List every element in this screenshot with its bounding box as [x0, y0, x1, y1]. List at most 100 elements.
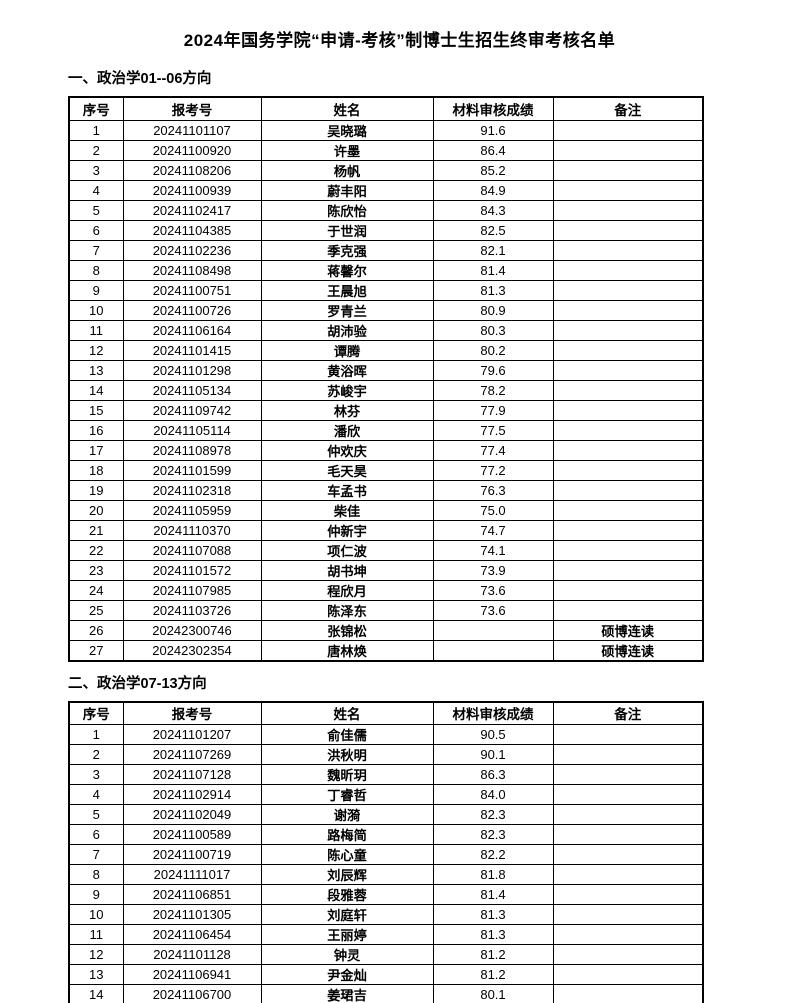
- table-row: 6 20241100589 路梅简 82.3: [68, 824, 704, 845]
- cell-score: 86.3: [432, 764, 554, 785]
- cell-note: 硕博连读: [552, 619, 704, 641]
- cell-application-id: 20241101207: [122, 724, 262, 745]
- cell-score: 81.4: [432, 884, 554, 905]
- header-score: 材料审核成绩: [432, 96, 554, 121]
- cell-note: [552, 479, 704, 501]
- cell-no: 8: [68, 864, 124, 885]
- cell-name: 罗青兰: [260, 299, 434, 321]
- cell-note: [552, 399, 704, 421]
- cell-application-id: 20241100751: [122, 279, 262, 301]
- table-row: 13 20241101298 黄浴晖 79.6: [68, 359, 704, 381]
- cell-note: [552, 439, 704, 461]
- cell-score: 85.2: [432, 159, 554, 181]
- cell-no: 11: [68, 924, 124, 945]
- cell-name: 丁睿哲: [260, 784, 434, 805]
- table-row: 15 20241109742 林芬 77.9: [68, 399, 704, 421]
- table-header-row: 序号 报考号 姓名 材料审核成绩 备注: [68, 96, 704, 121]
- cell-application-id: 20241107128: [122, 764, 262, 785]
- table-row: 22 20241107088 项仁波 74.1: [68, 539, 704, 561]
- cell-name: 蔚丰阳: [260, 179, 434, 201]
- cell-name: 杨帆: [260, 159, 434, 181]
- cell-no: 20: [68, 499, 124, 521]
- table-row: 4 20241102914 丁睿哲 84.0: [68, 784, 704, 805]
- cell-application-id: 20241102914: [122, 784, 262, 805]
- cell-note: [552, 724, 704, 745]
- cell-score: 76.3: [432, 479, 554, 501]
- cell-name: 季克强: [260, 239, 434, 261]
- table-row: 11 20241106164 胡沛验 80.3: [68, 319, 704, 341]
- cell-score: 80.2: [432, 339, 554, 361]
- cell-note: [552, 904, 704, 925]
- cell-score: 73.6: [432, 599, 554, 621]
- cell-name: 于世润: [260, 219, 434, 241]
- cell-application-id: 20241106700: [122, 984, 262, 1003]
- cell-note: [552, 139, 704, 161]
- table-row: 14 20241105134 苏峻宇 78.2: [68, 379, 704, 401]
- table-row: 18 20241101599 毛天昊 77.2: [68, 459, 704, 481]
- cell-application-id: 20241109742: [122, 399, 262, 421]
- cell-no: 14: [68, 379, 124, 401]
- cell-no: 12: [68, 339, 124, 361]
- cell-application-id: 20241100719: [122, 844, 262, 865]
- cell-score: 84.0: [432, 784, 554, 805]
- cell-no: 10: [68, 299, 124, 321]
- section-heading-2: 二、政治学07-13方向: [68, 675, 207, 692]
- cell-application-id: 20241101599: [122, 459, 262, 481]
- cell-no: 13: [68, 964, 124, 985]
- cell-application-id: 20241103726: [122, 599, 262, 621]
- table-row: 8 20241111017 刘辰辉 81.8: [68, 864, 704, 885]
- table-row: 3 20241107128 魏昕玥 86.3: [68, 764, 704, 785]
- cell-no: 8: [68, 259, 124, 281]
- cell-name: 洪秋明: [260, 744, 434, 765]
- cell-score: 77.4: [432, 439, 554, 461]
- table-row: 12 20241101128 钟灵 81.2: [68, 944, 704, 965]
- cell-score: 84.9: [432, 179, 554, 201]
- cell-no: 2: [68, 744, 124, 765]
- cell-no: 11: [68, 319, 124, 341]
- cell-score: 80.1: [432, 984, 554, 1003]
- cell-note: [552, 559, 704, 581]
- cell-note: [552, 419, 704, 441]
- cell-note: [552, 884, 704, 905]
- cell-no: 9: [68, 279, 124, 301]
- header-note: 备注: [552, 701, 704, 725]
- cell-score: 90.5: [432, 724, 554, 745]
- header-name: 姓名: [260, 701, 434, 725]
- cell-application-id: 20241106164: [122, 319, 262, 341]
- cell-application-id: 20241107985: [122, 579, 262, 601]
- cell-name: 柴佳: [260, 499, 434, 521]
- table-row: 5 20241102417 陈欣怡 84.3: [68, 199, 704, 221]
- cell-score: 82.3: [432, 804, 554, 825]
- cell-name: 魏昕玥: [260, 764, 434, 785]
- cell-application-id: 20242302354: [122, 639, 262, 661]
- cell-name: 王晨旭: [260, 279, 434, 301]
- cell-application-id: 20241106851: [122, 884, 262, 905]
- cell-application-id: 20241100920: [122, 139, 262, 161]
- cell-score: 73.6: [432, 579, 554, 601]
- cell-no: 21: [68, 519, 124, 541]
- cell-no: 10: [68, 904, 124, 925]
- cell-no: 16: [68, 419, 124, 441]
- cell-no: 27: [68, 639, 124, 661]
- cell-no: 6: [68, 219, 124, 241]
- cell-application-id: 20241102318: [122, 479, 262, 501]
- cell-no: 2: [68, 139, 124, 161]
- cell-note: [552, 824, 704, 845]
- cell-note: [552, 804, 704, 825]
- cell-score: 91.6: [432, 119, 554, 141]
- cell-name: 张锦松: [260, 619, 434, 641]
- roster-table-1: 序号 报考号 姓名 材料审核成绩 备注 1 20241101107 吴晓璐 91…: [68, 96, 704, 662]
- header-no: 序号: [68, 96, 124, 121]
- header-score: 材料审核成绩: [432, 701, 554, 725]
- table-row: 3 20241108206 杨帆 85.2: [68, 159, 704, 181]
- cell-name: 段雅蓉: [260, 884, 434, 905]
- cell-score: 79.6: [432, 359, 554, 381]
- table-header-row: 序号 报考号 姓名 材料审核成绩 备注: [68, 701, 704, 725]
- table-row: 11 20241106454 王丽婷 81.3: [68, 924, 704, 945]
- cell-no: 26: [68, 619, 124, 641]
- cell-note: [552, 459, 704, 481]
- cell-application-id: 20241101572: [122, 559, 262, 581]
- cell-name: 吴晓璐: [260, 119, 434, 141]
- cell-name: 胡书坤: [260, 559, 434, 581]
- cell-name: 刘庭轩: [260, 904, 434, 925]
